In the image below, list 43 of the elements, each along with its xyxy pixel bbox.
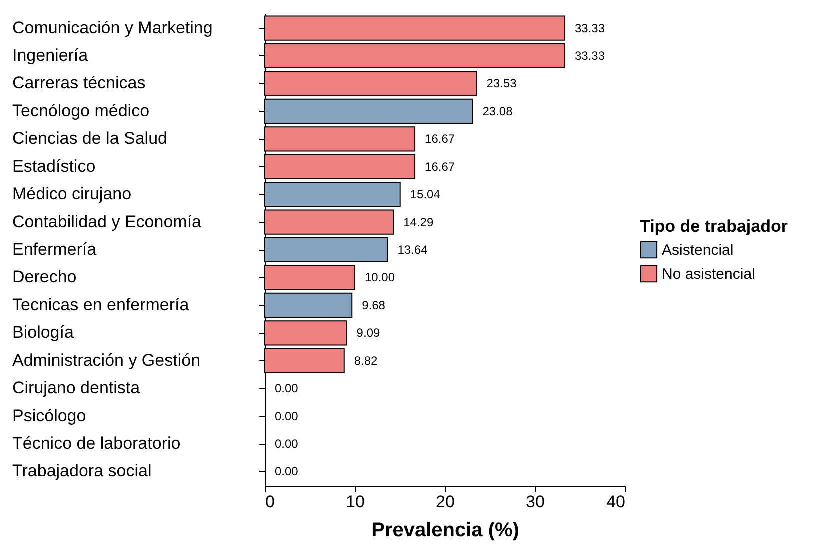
data-label: 0.00 bbox=[275, 437, 299, 452]
data-label: 0.00 bbox=[275, 409, 299, 424]
x-tick-label: 30 bbox=[526, 492, 545, 512]
x-axis-title: Prevalencia (%) bbox=[372, 520, 520, 542]
data-label: 0.00 bbox=[275, 464, 299, 479]
data-label: 8.82 bbox=[354, 354, 378, 368]
y-tick-label: Carreras técnicas bbox=[12, 74, 146, 93]
data-label: 23.08 bbox=[482, 104, 514, 118]
data-label: 33.33 bbox=[574, 48, 606, 63]
data-label: 9.68 bbox=[362, 298, 386, 312]
y-tick-label: Trabajadora social bbox=[12, 462, 152, 481]
legend-label: No asistencial bbox=[662, 266, 756, 283]
y-tick-label: Tecnólogo médico bbox=[12, 101, 150, 120]
data-label: 0.00 bbox=[275, 382, 299, 396]
y-tick-label: Médico cirujano bbox=[12, 184, 132, 204]
y-tick-label: Ciencias de la Salud bbox=[12, 129, 168, 148]
x-tick-label: 40 bbox=[606, 492, 626, 512]
y-tick-label: Contabilidad y Economía bbox=[12, 212, 202, 232]
data-label: 10.00 bbox=[365, 270, 396, 285]
y-tick-label: Psicólogo bbox=[12, 406, 86, 426]
data-label: 13.64 bbox=[398, 243, 428, 257]
x-tick-label: 0 bbox=[266, 492, 275, 512]
y-tick-label: Enfermería bbox=[12, 240, 98, 259]
legend-label: Asistencial bbox=[662, 242, 734, 259]
data-label: 15.04 bbox=[410, 188, 441, 202]
data-label: 16.67 bbox=[425, 160, 456, 174]
x-tick-label: 10 bbox=[346, 492, 365, 512]
data-label: 23.53 bbox=[486, 76, 518, 91]
data-label: 33.33 bbox=[574, 21, 606, 36]
legend-title: Tipo de trabajador bbox=[640, 217, 788, 236]
y-tick-label: Ingeniería bbox=[12, 46, 89, 65]
data-label: 9.09 bbox=[356, 326, 380, 340]
y-tick-label: Tecnicas en enfermería bbox=[12, 295, 190, 314]
data-label: 16.67 bbox=[425, 132, 456, 146]
y-tick-label: Estadístico bbox=[12, 156, 96, 176]
y-tick-label: Derecho bbox=[12, 268, 77, 287]
y-tick-label: Cirujano dentista bbox=[12, 378, 141, 398]
y-tick-label: Biología bbox=[12, 323, 74, 342]
y-tick-label: Técnico de laboratorio bbox=[12, 434, 181, 454]
y-tick-label: Administración y Gestión bbox=[12, 350, 201, 370]
data-label: 14.29 bbox=[404, 215, 434, 230]
x-tick-label: 20 bbox=[436, 492, 455, 512]
y-tick-label: Comunicación y Marketing bbox=[12, 18, 213, 38]
